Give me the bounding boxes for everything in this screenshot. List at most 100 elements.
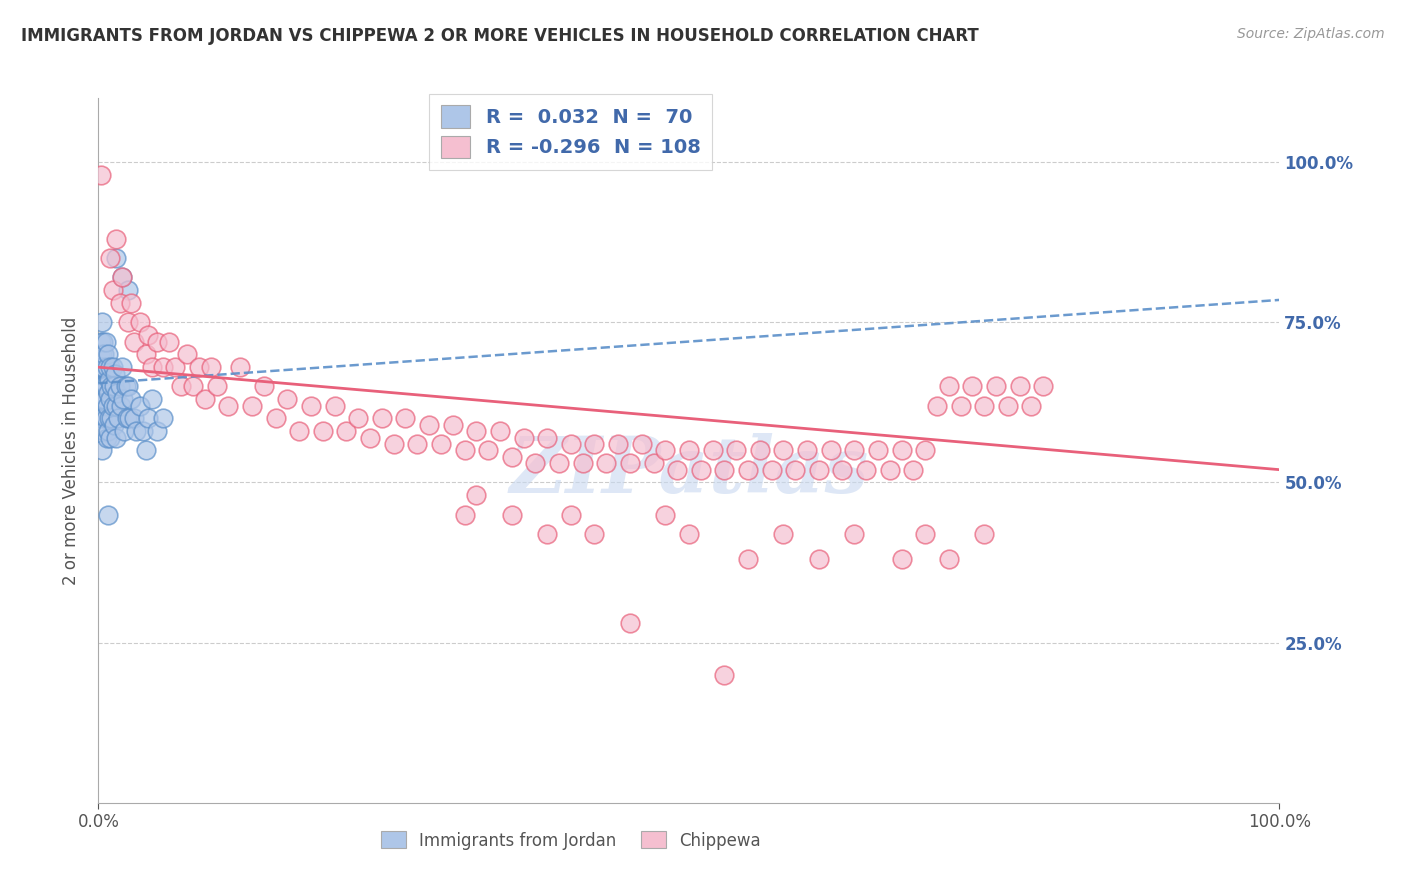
- Point: [107, 411, 129, 425]
- Point: [89, 379, 111, 393]
- Point: [125, 424, 148, 438]
- Point: [200, 360, 222, 375]
- Point: [240, 399, 263, 413]
- Point: [430, 437, 453, 451]
- Point: [737, 463, 759, 477]
- Point: [111, 270, 134, 285]
- Point: [796, 443, 818, 458]
- Point: [702, 443, 724, 458]
- Point: [1008, 379, 1031, 393]
- Point: [98, 252, 121, 266]
- Point: [118, 411, 141, 425]
- Point: [157, 334, 180, 349]
- Point: [772, 443, 794, 458]
- Point: [122, 334, 145, 349]
- Point: [112, 392, 135, 407]
- Point: [146, 424, 169, 438]
- Point: [96, 431, 118, 445]
- Point: [91, 379, 114, 393]
- Point: [288, 424, 311, 438]
- Point: [359, 431, 381, 445]
- Point: [654, 443, 676, 458]
- Point: [441, 417, 464, 432]
- Point: [217, 399, 239, 413]
- Point: [93, 379, 115, 393]
- Point: [136, 411, 159, 425]
- Point: [91, 334, 114, 349]
- Point: [276, 392, 298, 407]
- Point: [406, 437, 429, 451]
- Point: [205, 379, 228, 393]
- Point: [152, 411, 174, 425]
- Point: [536, 526, 558, 541]
- Text: IMMIGRANTS FROM JORDAN VS CHIPPEWA 2 OR MORE VEHICLES IN HOUSEHOLD CORRELATION C: IMMIGRANTS FROM JORDAN VS CHIPPEWA 2 OR …: [21, 27, 979, 45]
- Point: [141, 360, 163, 375]
- Point: [101, 399, 124, 413]
- Point: [89, 360, 111, 375]
- Point: [524, 456, 547, 470]
- Point: [100, 411, 122, 425]
- Point: [96, 360, 118, 375]
- Point: [91, 315, 114, 329]
- Point: [465, 424, 488, 438]
- Point: [312, 424, 335, 438]
- Point: [477, 443, 499, 458]
- Point: [678, 526, 700, 541]
- Point: [299, 399, 322, 413]
- Point: [141, 392, 163, 407]
- Point: [101, 360, 124, 375]
- Point: [713, 463, 735, 477]
- Point: [176, 347, 198, 361]
- Point: [108, 379, 131, 393]
- Point: [111, 360, 134, 375]
- Point: [501, 508, 523, 522]
- Point: [571, 456, 593, 470]
- Point: [253, 379, 276, 393]
- Point: [501, 450, 523, 464]
- Point: [96, 399, 118, 413]
- Point: [914, 443, 936, 458]
- Point: [128, 315, 150, 329]
- Point: [108, 296, 131, 310]
- Point: [90, 411, 112, 425]
- Point: [583, 437, 606, 451]
- Point: [103, 417, 125, 432]
- Point: [949, 399, 972, 413]
- Point: [97, 424, 120, 438]
- Point: [465, 488, 488, 502]
- Point: [914, 526, 936, 541]
- Point: [135, 347, 157, 361]
- Point: [105, 431, 128, 445]
- Point: [91, 411, 114, 425]
- Point: [748, 443, 770, 458]
- Point: [666, 463, 689, 477]
- Point: [117, 379, 139, 393]
- Point: [98, 392, 121, 407]
- Point: [98, 411, 121, 425]
- Point: [713, 667, 735, 681]
- Point: [347, 411, 370, 425]
- Point: [90, 334, 112, 349]
- Point: [114, 379, 136, 393]
- Point: [855, 463, 877, 477]
- Point: [654, 508, 676, 522]
- Point: [973, 526, 995, 541]
- Point: [371, 411, 394, 425]
- Point: [97, 347, 120, 361]
- Point: [630, 437, 652, 451]
- Point: [170, 379, 193, 393]
- Point: [111, 270, 134, 285]
- Point: [194, 392, 217, 407]
- Point: [181, 379, 204, 393]
- Point: [91, 360, 114, 375]
- Point: [103, 379, 125, 393]
- Point: [689, 463, 711, 477]
- Point: [335, 424, 357, 438]
- Point: [583, 526, 606, 541]
- Point: [560, 508, 582, 522]
- Point: [512, 431, 534, 445]
- Point: [844, 526, 866, 541]
- Text: Source: ZipAtlas.com: Source: ZipAtlas.com: [1237, 27, 1385, 41]
- Text: ZIPatlas: ZIPatlas: [509, 434, 869, 510]
- Point: [104, 367, 127, 381]
